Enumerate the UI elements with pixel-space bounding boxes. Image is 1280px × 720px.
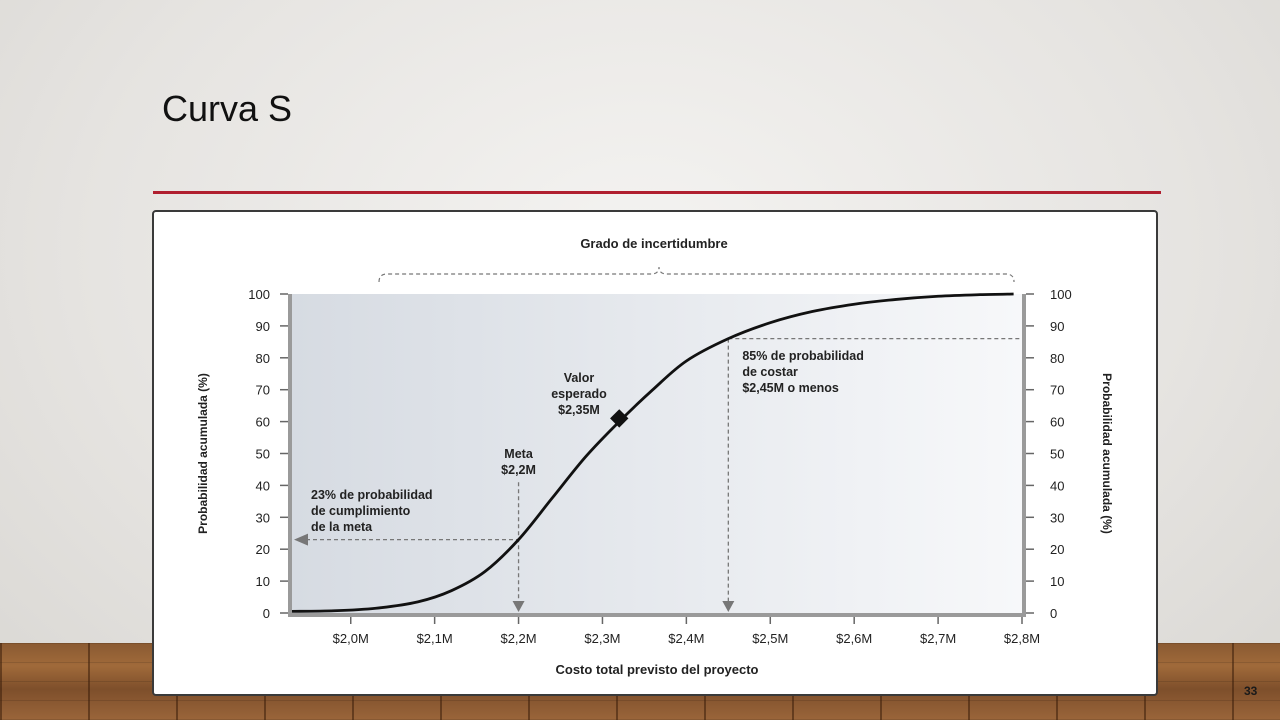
y-tick-label-right: 40 bbox=[1050, 478, 1064, 493]
x-tick-label: $2,0M bbox=[333, 631, 369, 646]
annotations: Valor esperado $2,35M Meta $2,2M 23% de proba… bbox=[311, 349, 864, 534]
goal-probability-label: de la meta bbox=[311, 520, 373, 534]
goal-label: $2,2M bbox=[501, 463, 536, 477]
goal-probability-label: de cumplimiento bbox=[311, 504, 411, 518]
y-tick-label-right: 20 bbox=[1050, 542, 1064, 557]
y-tick-label-left: 90 bbox=[256, 319, 270, 334]
y-axis-label-left: Probabilidad acumulada (%) bbox=[196, 373, 210, 534]
y-tick-label-left: 30 bbox=[256, 510, 270, 525]
y-tick-label-right: 80 bbox=[1050, 351, 1064, 366]
y-tick-label-left: 80 bbox=[256, 351, 270, 366]
y-tick-label-left: 100 bbox=[248, 287, 270, 302]
x-tick-label: $2,6M bbox=[836, 631, 872, 646]
x-tick-label: $2,4M bbox=[668, 631, 704, 646]
y-axis-label-right: Probabilidad acumulada (%) bbox=[1100, 373, 1114, 534]
reference-lines bbox=[294, 338, 1022, 612]
y-tick-label-left: 40 bbox=[256, 478, 270, 493]
axes bbox=[288, 294, 1026, 617]
y-tick-label-right: 60 bbox=[1050, 415, 1064, 430]
y-tick-label-left: 0 bbox=[263, 606, 270, 621]
x-axis-ticks: $2,0M $2,1M $2,2M $2,3M $2,4M $2,5M $2,6M $2,7M… bbox=[333, 617, 1040, 646]
y-tick-label-left: 20 bbox=[256, 542, 270, 557]
expected-value-label: Valor bbox=[564, 371, 595, 385]
y-tick-label-right: 50 bbox=[1050, 447, 1064, 462]
s-curve-chart: Grado de incertidumbre 0 10 20 30 40 50 60 70 80… bbox=[196, 236, 1114, 677]
x-tick-label: $2,8M bbox=[1004, 631, 1040, 646]
x-tick-label: $2,3M bbox=[584, 631, 620, 646]
s-curve-series-line bbox=[291, 292, 1014, 613]
uncertainty-brace bbox=[378, 266, 1015, 283]
y-tick-label-left: 60 bbox=[256, 415, 270, 430]
y-tick-label-right: 10 bbox=[1050, 574, 1064, 589]
uncertainty-shade bbox=[292, 294, 1022, 613]
cost-probability-label: $2,45M o menos bbox=[742, 381, 839, 395]
page-number: 33 bbox=[1244, 684, 1258, 698]
x-axis-label: Costo total previsto del proyecto bbox=[556, 662, 759, 677]
x-tick-label: $2,5M bbox=[752, 631, 788, 646]
y-axis-left-line bbox=[288, 294, 292, 617]
expected-value-marker bbox=[610, 409, 629, 428]
y-tick-label-left: 70 bbox=[256, 383, 270, 398]
chart-title: Grado de incertidumbre bbox=[580, 236, 727, 251]
x-tick-label: $2,7M bbox=[920, 631, 956, 646]
p85-down-arrow bbox=[722, 601, 735, 612]
y-tick-label-left: 10 bbox=[256, 574, 270, 589]
slide-title: Curva S bbox=[162, 88, 293, 129]
goal-down-arrow bbox=[512, 601, 525, 612]
y-tick-label-right: 100 bbox=[1050, 287, 1072, 302]
goal-label: Meta bbox=[504, 447, 534, 461]
cost-probability-label: 85% de probabilidad bbox=[742, 349, 864, 363]
y-tick-label-left: 50 bbox=[256, 447, 270, 462]
cost-probability-label: de costar bbox=[742, 365, 798, 379]
title-divider bbox=[153, 191, 1161, 194]
expected-value-label: esperado bbox=[551, 387, 607, 401]
x-tick-label: $2,1M bbox=[417, 631, 453, 646]
x-axis-line bbox=[288, 613, 1026, 617]
y-axis-left-ticks: 0 10 20 30 40 50 60 70 80 90 100 bbox=[248, 287, 288, 621]
y-tick-label-right: 0 bbox=[1050, 606, 1057, 621]
x-tick-label: $2,2M bbox=[500, 631, 536, 646]
y-axis-right-line bbox=[1022, 294, 1026, 617]
chart-frame: Grado de incertidumbre 0 10 20 30 40 50 60 70 80… bbox=[152, 210, 1158, 696]
goal-left-arrow bbox=[294, 533, 308, 546]
y-tick-label-right: 70 bbox=[1050, 383, 1064, 398]
y-tick-label-right: 30 bbox=[1050, 510, 1064, 525]
y-axis-right-ticks: 0 10 20 30 40 50 60 70 80 90 100 bbox=[1026, 287, 1072, 621]
goal-probability-label: 23% de probabilidad bbox=[311, 488, 433, 502]
expected-value-label: $2,35M bbox=[558, 403, 600, 417]
y-tick-label-right: 90 bbox=[1050, 319, 1064, 334]
